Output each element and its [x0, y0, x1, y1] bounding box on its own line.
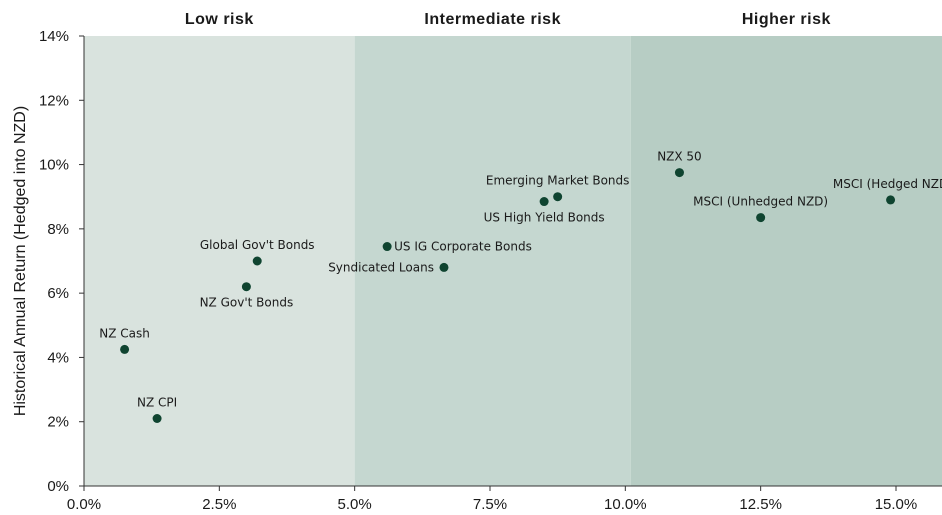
- point-syndicated-loans: [439, 262, 449, 272]
- y-tick-label: 4%: [47, 349, 69, 366]
- x-tick-label: 7.5%: [473, 496, 507, 513]
- point-label-us-ig-corporate-bonds: US IG Corporate Bonds: [394, 240, 532, 254]
- point-emerging-market-bonds: [553, 192, 563, 202]
- point-label-msci-hedged-nzd: MSCI (Hedged NZD: [833, 177, 942, 191]
- point-us-high-yield-bonds: [539, 197, 549, 207]
- band-low-risk: [84, 36, 355, 486]
- x-tick-label: 0.0%: [67, 496, 101, 513]
- point-label-syndicated-loans: Syndicated Loans: [328, 260, 434, 274]
- x-tick-label: 12.5%: [739, 496, 782, 513]
- x-tick-label: 10.0%: [604, 496, 647, 513]
- point-nz-cpi: [152, 414, 162, 423]
- point-global-gov-t-bonds: [252, 256, 262, 266]
- point-label-nzx-50: NZX 50: [657, 150, 702, 164]
- point-label-global-gov-t-bonds: Global Gov't Bonds: [200, 238, 315, 252]
- x-tick-label: 5.0%: [338, 496, 372, 513]
- point-label-nz-gov-t-bonds: NZ Gov't Bonds: [200, 296, 294, 310]
- point-nz-gov-t-bonds: [241, 282, 251, 292]
- point-label-us-high-yield-bonds: US High Yield Bonds: [484, 211, 605, 225]
- y-tick-label: 10%: [39, 157, 69, 174]
- point-msci-unhedged-nzd: [756, 213, 766, 223]
- y-tick-label: 8%: [47, 221, 69, 238]
- point-label-emerging-market-bonds: Emerging Market Bonds: [486, 174, 629, 188]
- y-tick-label: 14%: [39, 28, 69, 45]
- y-axis-ticks: 0% 2% 4% 6% 8% 10% 12% 14%: [39, 28, 84, 495]
- x-tick-label: 15.0%: [875, 496, 918, 513]
- y-tick-label: 6%: [47, 285, 69, 302]
- band-label-intermediate-risk: Intermediate risk: [424, 11, 561, 28]
- band-label-higher-risk: Higher risk: [742, 11, 831, 28]
- y-tick-label: 0%: [47, 478, 69, 495]
- x-tick-label: 2.5%: [202, 496, 236, 513]
- risk-band-labels: Low risk Intermediate risk Higher risk: [185, 11, 831, 28]
- y-axis-label: Historical Annual Return (Hedged into NZ…: [12, 106, 29, 416]
- data-points: NZ Cash NZ CPI Global Gov't Bonds NZ Gov't …: [99, 150, 942, 423]
- axes: [83, 36, 942, 487]
- point-label-nz-cpi: NZ CPI: [137, 396, 177, 410]
- band-higher-risk: [630, 36, 942, 486]
- band-label-low-risk: Low risk: [185, 11, 254, 28]
- risk-bands: [84, 36, 942, 486]
- point-label-msci-unhedged-nzd: MSCI (Unhedged NZD): [693, 195, 828, 209]
- band-intermediate-risk: [354, 36, 631, 486]
- point-label-nz-cash: NZ Cash: [99, 326, 150, 340]
- y-tick-label: 12%: [39, 92, 69, 109]
- x-axis-ticks: 0.0% 2.5% 5.0% 7.5% 10.0% 12.5% 15.0%: [67, 486, 917, 513]
- point-msci-hedged-nzd: [886, 195, 896, 205]
- point-nzx-50: [674, 168, 684, 178]
- y-tick-label: 2%: [47, 414, 69, 431]
- point-us-ig-corporate-bonds: [382, 242, 392, 252]
- point-nz-cash: [120, 344, 130, 354]
